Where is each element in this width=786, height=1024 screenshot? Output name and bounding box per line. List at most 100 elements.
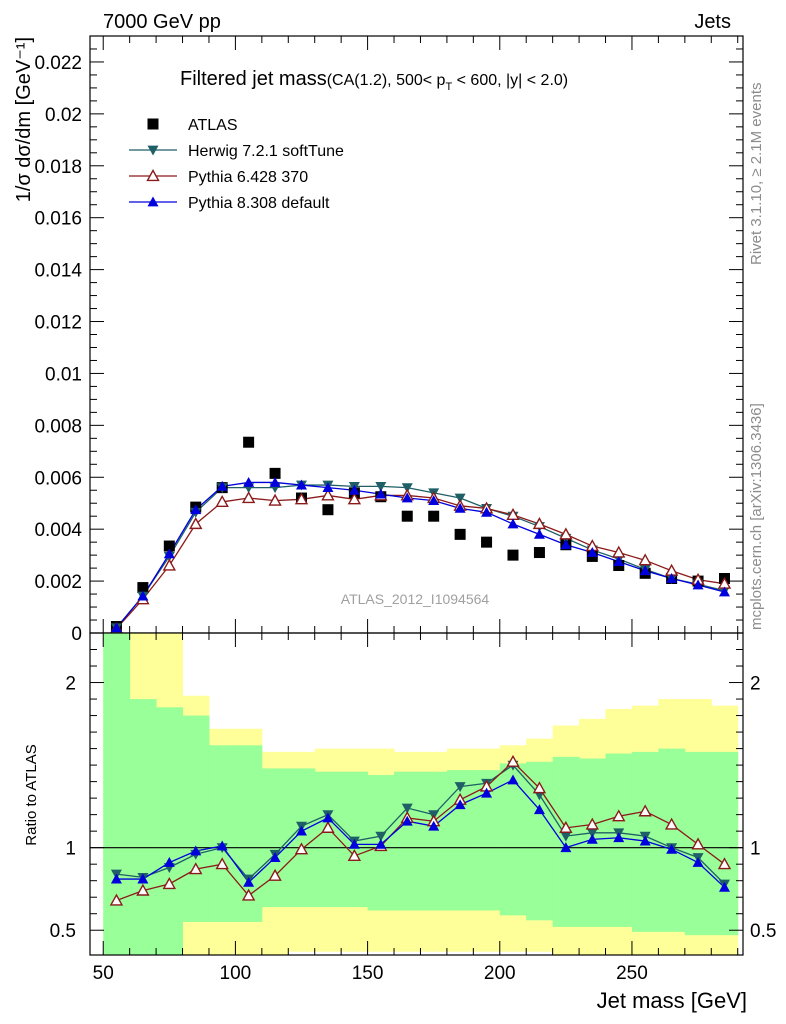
- band-green-bin: [182, 715, 210, 922]
- data-point-pythia8: [481, 506, 493, 517]
- ratio-point-pythia6: [506, 754, 520, 767]
- main-y-tick-label: 0.022: [34, 53, 82, 74]
- main-title: Filtered jet mass(CA(1.2), 500< pT < 600…: [180, 68, 568, 93]
- ratio-point-pythia6: [136, 883, 150, 896]
- ratio-point-pythia8: [428, 820, 440, 831]
- data-point-pythia8: [428, 495, 440, 506]
- ratio-point-pythia8: [269, 852, 281, 862]
- ratio-point-herwig: [560, 831, 572, 842]
- x-tick-label: 150: [352, 963, 384, 984]
- data-point-pythia8: [692, 579, 704, 590]
- data-point-data: [137, 582, 149, 594]
- data-point-data: [481, 536, 493, 548]
- data-point-pythia6: [321, 488, 335, 501]
- watermark: ATLAS_2012_I1094564: [341, 591, 490, 607]
- data-point-pythia8: [295, 479, 307, 490]
- ratio-point-pythia6: [585, 817, 599, 830]
- ratio-point-pythia8: [243, 876, 255, 887]
- ratio-point-pythia8: [613, 832, 625, 843]
- ratio-point-pythia6: [215, 857, 229, 870]
- data-point-pythia6: [215, 494, 229, 508]
- data-point-data: [401, 510, 413, 522]
- ratio-point-pythia6: [109, 893, 124, 906]
- legend-label-pythia8: Pythia 8.308 default: [188, 195, 330, 212]
- ratio-point-herwig: [586, 828, 598, 839]
- main-y-tick-label: 0.002: [34, 572, 82, 593]
- ratio-point-pythia6: [612, 809, 626, 822]
- ratio-point-pythia6: [294, 842, 309, 855]
- main-y-tick-label: 0.016: [34, 209, 82, 230]
- ratio-y-tick-label-left: 2: [65, 674, 76, 695]
- x-tick-label: 100: [220, 963, 252, 984]
- main-title-text: Filtered jet mass: [180, 68, 327, 90]
- ratio-point-pythia8: [137, 873, 149, 884]
- data-point-data: [243, 436, 255, 448]
- ratio-point-pythia6: [268, 868, 282, 881]
- data-point-data: [428, 510, 440, 522]
- ratio-point-pythia6: [162, 877, 177, 890]
- ratio-point-pythia8: [560, 842, 572, 853]
- data-point-pythia8: [586, 547, 598, 557]
- ratio-point-pythia8: [639, 835, 651, 846]
- data-point-pythia8: [454, 502, 466, 513]
- ratio-point-pythia8: [507, 774, 519, 785]
- x-tick-label: 250: [616, 963, 648, 984]
- data-point-pythia8: [110, 622, 122, 633]
- data-point-pythia6: [294, 492, 309, 505]
- legend-label-data: ATLAS: [188, 117, 238, 134]
- data-point-data: [507, 549, 519, 561]
- main-y-tick-label: 0.018: [34, 157, 82, 178]
- data-point-pythia8: [375, 488, 387, 499]
- band-green-bin: [552, 756, 580, 927]
- legend-label-herwig: Herwig 7.2.1 softTune: [188, 143, 344, 160]
- band-green-bin: [103, 633, 131, 955]
- data-point-pythia6: [532, 517, 547, 530]
- data-point-herwig: [454, 493, 466, 504]
- ratio-point-pythia8: [110, 873, 122, 884]
- data-point-pythia8: [216, 480, 228, 491]
- ratio-point-pythia8: [586, 833, 598, 844]
- legend-marker-herwig: [147, 145, 159, 156]
- data-point-data: [454, 528, 466, 540]
- band-green-bin: [288, 768, 316, 908]
- data-point-pythia6: [347, 492, 362, 505]
- ratio-y-tick-label-right: 1: [750, 839, 761, 860]
- band-green-bin: [208, 745, 236, 922]
- data-point-pythia6: [638, 553, 652, 566]
- legend-marker-data: [147, 118, 159, 130]
- band-green-bin: [156, 707, 184, 955]
- data-point-herwig: [375, 481, 387, 492]
- legend-label-pythia6: Pythia 6.428 370: [188, 169, 308, 186]
- data-point-data: [163, 540, 175, 552]
- data-point-pythia8: [639, 565, 651, 576]
- data-point-pythia8: [401, 492, 413, 503]
- band-green-bin: [499, 763, 527, 916]
- ratio-point-herwig: [454, 782, 466, 793]
- ratio-point-pythia8: [190, 845, 202, 856]
- legend-marker-pythia6: [146, 169, 160, 182]
- ratio-point-pythia8: [401, 815, 413, 826]
- main-y-tick-label: 0.012: [34, 313, 82, 334]
- data-point-pythia8: [533, 528, 545, 539]
- band-green-bin: [394, 771, 421, 911]
- data-point-pythia6: [268, 493, 282, 506]
- ratio-frame: [89, 632, 744, 956]
- data-point-data: [533, 547, 545, 559]
- main-title-sub-end: < 600, |y| < 2.0): [452, 72, 568, 89]
- data-point-pythia8: [243, 476, 255, 487]
- data-point-pythia6: [241, 491, 256, 504]
- ratio-point-pythia8: [454, 799, 466, 810]
- data-point-pythia6: [162, 558, 177, 571]
- ratio-point-pythia6: [532, 781, 547, 794]
- ratio-point-pythia6: [347, 848, 362, 862]
- legend: ATLAS Herwig 7.2.1 softTune Pythia 6.428 3…: [129, 117, 344, 212]
- energy-label: 7000 GeV pp: [103, 11, 221, 33]
- data-point-herwig: [401, 483, 413, 494]
- category-label: Jets: [694, 11, 731, 33]
- x-tick-label: 200: [484, 963, 516, 984]
- data-point-pythia6: [189, 517, 203, 530]
- main-y-tick-label: 0: [71, 624, 82, 645]
- ratio-point-pythia6: [559, 820, 573, 833]
- band-green-bin: [129, 699, 157, 955]
- main-title-sub-T: T: [445, 81, 452, 93]
